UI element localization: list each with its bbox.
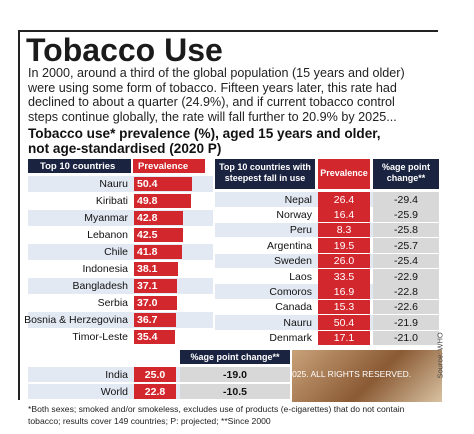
value-label: 37.1: [137, 280, 158, 292]
bar: [134, 228, 183, 242]
header-cell: Prevalence: [133, 159, 205, 173]
intro-line: were using some form of tobacco. Fifteen…: [28, 80, 397, 95]
header-cell: Prevalence: [318, 159, 370, 189]
country-label: Nauru: [99, 178, 128, 190]
prevalence-cell: 17.1: [318, 330, 370, 346]
bar: [134, 177, 192, 191]
value-label: 36.7: [137, 314, 158, 326]
change-cell: -25.7: [373, 238, 439, 253]
country-label: Kiribati: [95, 195, 128, 207]
country-label: Bosnia & Herzegovina: [24, 314, 128, 326]
prevalence-cell: 26.4: [318, 192, 370, 207]
prevalence-cell: 16.9: [318, 284, 370, 299]
frame-line: [18, 30, 20, 400]
bar: [134, 313, 177, 327]
prevalence-cell: 33.5: [318, 269, 370, 284]
change-cell: -25.4: [373, 253, 439, 269]
bar: [134, 245, 183, 259]
bar: [134, 296, 177, 310]
prevalence-cell: 22.8: [134, 384, 176, 399]
country-cell: World: [100, 385, 128, 398]
country-label: Indonesia: [82, 263, 128, 275]
title: Tobacco Use: [26, 32, 223, 68]
change-cell: -25.8: [373, 222, 439, 238]
subtitle-line: not age-standardised (2020 P): [28, 141, 222, 156]
change-cell: -22.9: [373, 269, 439, 284]
bar: [134, 194, 192, 208]
footnote-line: *Both sexes; smoked and/or smokeless, ex…: [28, 404, 405, 414]
copyright: © BCCL 2025. ALL RIGHTS RESERVED.: [254, 369, 412, 379]
value-label: 37.0: [137, 297, 158, 309]
country-label: Bangladesh: [72, 280, 128, 292]
prevalence-cell: 8.3: [318, 222, 370, 238]
value-label: 42.5: [137, 229, 158, 241]
change-cell: -10.5: [180, 384, 290, 399]
change-cell: -22.8: [373, 284, 439, 299]
change-cell: -29.4: [373, 192, 439, 207]
bar: [134, 330, 175, 344]
source: Source: WHO: [435, 332, 445, 379]
change-cell: -19.0: [180, 367, 290, 382]
intro-line: declined to about a quarter (24.9%), and…: [28, 95, 395, 109]
country-cell: Canada: [275, 301, 312, 314]
change-cell: -22.6: [373, 299, 439, 315]
country-label: Chile: [104, 246, 128, 258]
frame-line: [18, 30, 438, 32]
bar: [134, 211, 184, 225]
prevalence-cell: 16.4: [318, 207, 370, 222]
intro-line: steps continue globally, the rate will f…: [28, 109, 397, 124]
country-cell: India: [105, 368, 128, 381]
prevalence-cell: 26.0: [318, 253, 370, 269]
change-cell: -21.9: [373, 315, 439, 330]
intro-line: In 2000, around a third of the global po…: [28, 66, 405, 80]
country-cell: Denmark: [269, 332, 312, 345]
bar: [134, 279, 177, 293]
prevalence-cell: 25.0: [134, 367, 176, 382]
footnote-line: tobacco; results cover 149 countries; P:…: [28, 416, 271, 426]
value-label: 42.8: [137, 212, 158, 224]
country-label: Myanmar: [84, 212, 128, 224]
bar: [134, 262, 178, 276]
header-cell: Top 10 countries: [28, 159, 131, 173]
subtitle-line: Tobacco use* prevalence (%), aged 15 yea…: [28, 126, 381, 141]
prevalence-cell: 15.3: [318, 299, 370, 315]
prevalence-cell: 19.5: [318, 238, 370, 253]
country-cell: Norway: [276, 208, 312, 221]
change-cell: -25.9: [373, 207, 439, 222]
header-cell: %age point change**: [373, 159, 439, 189]
country-label: Serbia: [97, 297, 128, 309]
value-label: 35.4: [137, 331, 158, 343]
photo: [292, 350, 442, 402]
country-label: Lebanon: [87, 229, 128, 241]
value-label: 50.4: [137, 178, 158, 190]
value-label: 38.1: [137, 263, 158, 275]
country-cell: Sweden: [274, 255, 312, 268]
country-cell: Nepal: [284, 193, 312, 206]
country-cell: Peru: [289, 224, 312, 237]
change-cell: -21.0: [373, 330, 439, 346]
header-cell: Top 10 countries with steepest fall in u…: [215, 159, 315, 189]
value-label: 41.8: [137, 246, 158, 258]
country-cell: Comoros: [269, 285, 312, 298]
country-cell: Argentina: [267, 239, 312, 252]
value-label: 49.8: [137, 195, 158, 207]
country-cell: Laos: [289, 270, 312, 283]
country-label: Timor-Leste: [72, 331, 128, 343]
country-cell: Nauru: [283, 316, 312, 329]
prevalence-cell: 50.4: [318, 315, 370, 330]
header-cell: %age point change**: [180, 350, 290, 364]
